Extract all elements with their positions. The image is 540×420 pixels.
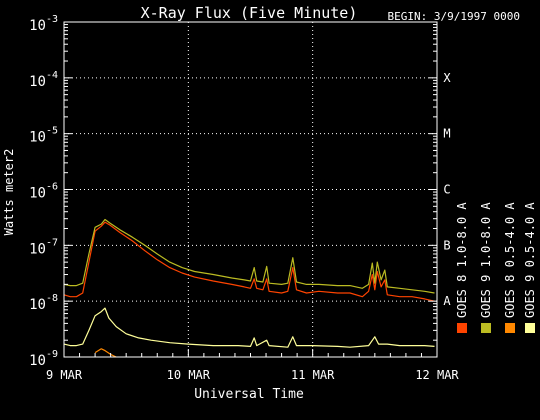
series-line — [63, 307, 435, 348]
y-tick-labels: 10-9 10-8 10-7 10-6 10-5 10-4 10-3 — [29, 14, 58, 369]
series-group — [63, 218, 435, 358]
flare-class-label: A — [443, 294, 451, 308]
legend-swatch — [525, 323, 535, 333]
legend-swatch — [457, 323, 467, 333]
legend: GOES 8 1.0-8.0 A GOES 9 1.0-8.0 A GOES 8 0… — [455, 202, 537, 333]
series-line — [63, 218, 435, 294]
x-axis-label: Universal Time — [194, 387, 304, 402]
y-axis-label: Watts meter2 — [2, 149, 16, 236]
x-tick-label: 12 MAR — [415, 368, 459, 382]
legend-item: GOES 9 0.5-4.0 A — [523, 202, 537, 333]
legend-label: GOES 8 1.0-8.0 A — [455, 202, 469, 318]
flare-class-label: X — [443, 71, 451, 85]
flare-class-label: M — [443, 127, 450, 141]
flare-class-labels: A B C M X — [443, 71, 451, 308]
x-tick-label: 9 MAR — [46, 368, 83, 382]
legend-label: GOES 9 0.5-4.0 A — [523, 202, 537, 318]
y-tick-label: 10-4 — [29, 70, 58, 90]
legend-item: GOES 8 0.5-4.0 A — [503, 202, 517, 333]
flare-class-label: B — [443, 238, 450, 252]
legend-swatch — [505, 323, 515, 333]
legend-label: GOES 9 1.0-8.0 A — [479, 202, 493, 318]
legend-item: GOES 8 1.0-8.0 A — [455, 202, 469, 333]
legend-item: GOES 9 1.0-8.0 A — [479, 202, 493, 333]
ticks — [63, 21, 438, 358]
chart-title: X-Ray Flux (Five Minute) — [141, 4, 358, 22]
y-tick-label: 10-6 — [29, 182, 58, 202]
x-tick-label: 11 MAR — [291, 368, 335, 382]
legend-swatch — [481, 323, 491, 333]
y-tick-label: 10-9 — [29, 349, 58, 369]
series-line — [63, 221, 435, 302]
y-tick-label: 10-7 — [29, 237, 58, 257]
plot-frame — [63, 21, 438, 358]
begin-label: BEGIN: 3/9/1997 0000 — [388, 10, 520, 23]
flare-class-label: C — [443, 183, 450, 197]
y-tick-label: 10-3 — [29, 14, 58, 34]
y-tick-label: 10-8 — [29, 293, 58, 313]
series-line — [94, 348, 117, 358]
y-tick-label: 10-5 — [29, 126, 58, 146]
x-tick-labels: 9 MAR 10 MAR 11 MAR 12 MAR — [46, 368, 460, 382]
x-tick-label: 10 MAR — [167, 368, 211, 382]
legend-label: GOES 8 0.5-4.0 A — [503, 202, 517, 318]
